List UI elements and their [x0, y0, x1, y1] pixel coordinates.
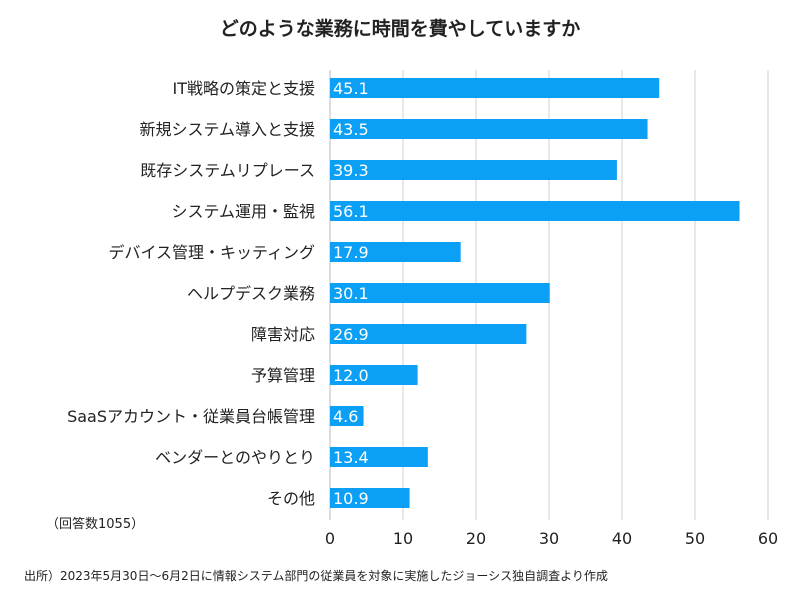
source-note: 出所）2023年5月30日〜6月2日に情報システム部門の従業員を対象に実施したジ… — [24, 569, 608, 583]
bar-value-label: 13.4 — [333, 448, 369, 467]
category-label: その他 — [267, 489, 315, 508]
x-tick-label: 0 — [325, 529, 335, 548]
bar-value-label: 43.5 — [333, 120, 369, 139]
bar-value-label: 30.1 — [333, 284, 369, 303]
bar — [330, 242, 461, 262]
category-label: システム運用・監視 — [171, 202, 315, 221]
category-label: ヘルプデスク業務 — [187, 284, 315, 303]
bar — [330, 365, 418, 385]
bar — [330, 201, 740, 221]
respondents-note: （回答数1055） — [46, 517, 145, 532]
bar — [330, 78, 660, 98]
bar-value-label: 12.0 — [333, 366, 369, 385]
bar-value-label: 39.3 — [333, 161, 369, 180]
bar — [330, 324, 527, 344]
bar-value-label: 56.1 — [333, 202, 369, 221]
bar — [330, 406, 364, 426]
category-label: ベンダーとのやりとり — [155, 448, 315, 467]
category-label: デバイス管理・キッティング — [108, 243, 315, 262]
category-label: 既存システムリプレース — [140, 161, 315, 180]
category-label: 新規システム導入と支援 — [139, 120, 315, 139]
chart-title: どのような業務に時間を費やしていますか — [219, 18, 581, 40]
bar — [330, 283, 550, 303]
x-tick-label: 40 — [612, 529, 632, 548]
x-tick-label: 60 — [758, 529, 778, 548]
x-tick-label: 10 — [393, 529, 413, 548]
x-tick-label: 30 — [539, 529, 559, 548]
x-tick-label: 50 — [685, 529, 705, 548]
category-label: 障害対応 — [251, 325, 315, 344]
bar — [330, 447, 428, 467]
category-label: 予算管理 — [251, 366, 315, 385]
x-tick-label: 20 — [466, 529, 486, 548]
bar-value-label: 45.1 — [333, 79, 369, 98]
bar — [330, 488, 410, 508]
category-label: IT戦略の策定と支援 — [173, 79, 316, 98]
bar — [330, 160, 617, 180]
bar-value-label: 26.9 — [333, 325, 369, 344]
bar — [330, 119, 648, 139]
category-label: SaaSアカウント・従業員台帳管理 — [67, 407, 315, 426]
bar-value-label: 4.6 — [333, 407, 358, 426]
bar-value-label: 10.9 — [333, 489, 369, 508]
bar-value-label: 17.9 — [333, 243, 369, 262]
